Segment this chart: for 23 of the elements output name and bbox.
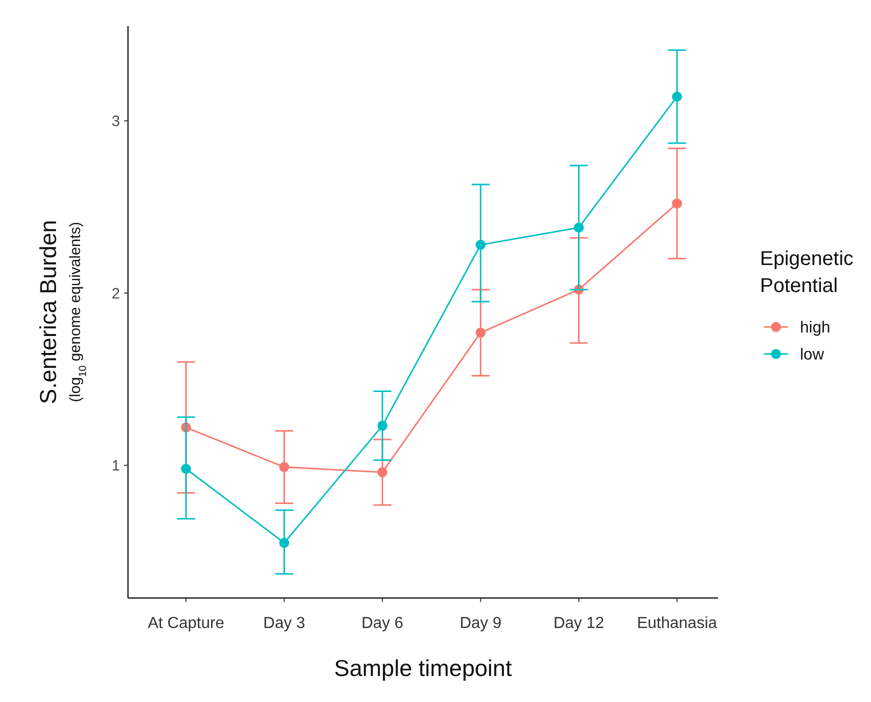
x-tick-label: Euthanasia xyxy=(636,615,718,632)
point xyxy=(476,240,486,250)
point xyxy=(672,92,682,102)
x-tick-label: Day 12 xyxy=(553,615,604,632)
y-tick-label: 2 xyxy=(112,285,120,302)
x-axis-title: Sample timepoint xyxy=(334,655,512,681)
point xyxy=(181,464,191,474)
point xyxy=(279,462,290,472)
point xyxy=(279,538,290,548)
legend-label: high xyxy=(800,320,830,337)
y-tick-label: 1 xyxy=(112,458,120,475)
point xyxy=(377,420,388,431)
point xyxy=(377,467,388,478)
point xyxy=(672,198,682,208)
x-tick-label: Day 9 xyxy=(460,615,502,632)
point xyxy=(476,328,486,338)
point xyxy=(574,222,584,233)
legend-label: low xyxy=(800,346,824,364)
y-tick-label: 3 xyxy=(112,113,120,130)
x-tick-label: At Capture xyxy=(148,615,224,632)
x-tick-label: Day 3 xyxy=(263,615,306,632)
legend-title: Epigenetic Potential xyxy=(760,248,854,297)
x-tick-label: Day 6 xyxy=(362,615,404,632)
